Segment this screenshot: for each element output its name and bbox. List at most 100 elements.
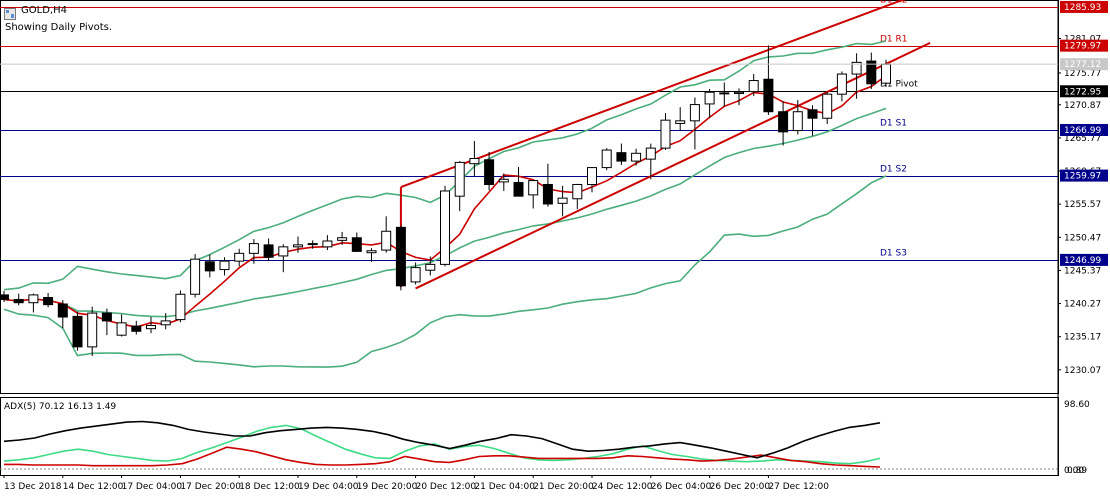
pivot-price-label: 1259.97 <box>1064 172 1101 182</box>
chart-window-icon[interactable] <box>4 5 16 20</box>
candle-body <box>131 325 142 332</box>
candle-body <box>0 294 9 300</box>
time-tick-label: 20 Dec 12:00 <box>416 482 477 492</box>
plus-di-line <box>3 424 881 465</box>
price-tick-label: 1240.27 <box>1064 300 1101 310</box>
price-tick-label: 1265.77 <box>1064 134 1101 144</box>
candle-body <box>734 91 744 95</box>
price-tick-label: 1275.77 <box>1064 69 1101 79</box>
price-plot-border <box>0 0 1059 394</box>
candle-body <box>704 91 715 105</box>
time-tick-label: 21 Dec 04:00 <box>474 482 535 492</box>
candle-body <box>410 267 421 283</box>
candle-body <box>337 237 348 241</box>
pivot-price-tag <box>1060 0 1108 13</box>
candlesticks <box>0 45 891 356</box>
pivot-price-label: 1272.95 <box>1064 87 1101 97</box>
candle-body <box>822 93 833 119</box>
candle-body <box>322 240 333 248</box>
candle-body <box>190 258 201 295</box>
candle-body <box>425 263 436 271</box>
price-tick-label: 1281.07 <box>1064 35 1101 45</box>
pivot-indicator-label: Showing Daily Pivots. <box>5 22 113 33</box>
adx-scale-max: 98.60 <box>1064 400 1090 410</box>
candle-body <box>557 197 568 204</box>
candle-body <box>204 261 215 272</box>
candle-body <box>160 320 171 326</box>
candle-body <box>43 297 54 306</box>
price-tick-label: 1250.47 <box>1064 233 1101 243</box>
chart-symbol-title: GOLD,H4 <box>21 5 67 16</box>
candle-body <box>381 230 392 251</box>
candle-body <box>234 252 245 262</box>
candle-body <box>454 161 465 197</box>
candle-body <box>351 237 362 252</box>
chart-frame <box>0 0 1059 476</box>
minus-di-line <box>4 446 881 468</box>
candle-body <box>293 244 303 248</box>
candle-body <box>175 293 186 321</box>
time-tick-label: 17 Dec 20:00 <box>180 482 241 492</box>
adx-indicator-panel: ADX(5) 70.12 16.13 1.49 98.60 0.000.89 <box>0 400 1090 476</box>
adx-scale-min: 0.00 <box>1064 466 1084 476</box>
pivot-label: D1 S2 <box>880 165 907 175</box>
price-tick-label: 1270.87 <box>1064 101 1101 111</box>
current-price-tag <box>1060 58 1108 71</box>
adx-line <box>3 420 881 459</box>
time-tick-label: 27 Dec 12:00 <box>768 482 829 492</box>
candle-body <box>719 92 730 95</box>
candle-body <box>778 111 789 133</box>
adx-legend: ADX(5) 70.12 16.13 1.49 <box>4 402 116 412</box>
candle-body <box>101 312 112 322</box>
pivot-label: D1 S1 <box>880 119 907 129</box>
candle-body <box>440 190 450 265</box>
candle-body <box>528 180 539 196</box>
current-price-label: 1277.12 <box>1064 60 1101 70</box>
time-tick-label: 13 Dec 2018 <box>4 482 62 492</box>
candle-body <box>366 250 377 254</box>
pivot-label: D1 Pivot <box>880 80 918 90</box>
candle-body <box>498 178 509 183</box>
candle-body <box>72 315 83 348</box>
candle-body <box>395 226 406 287</box>
time-tick-label: 19 Dec 20:00 <box>357 482 418 492</box>
candle-body <box>748 80 759 93</box>
candle-body <box>513 182 524 197</box>
candle-body <box>851 61 862 75</box>
candle-body <box>278 246 289 257</box>
candle-body <box>689 104 700 122</box>
candle-body <box>87 312 98 348</box>
pivot-label: D1 R1 <box>880 35 908 45</box>
pivot-label: D1 S3 <box>880 249 907 259</box>
candle-body <box>675 120 686 124</box>
candle-body <box>307 243 318 246</box>
adx-scale-overlay: 0.89 <box>1067 466 1087 476</box>
time-tick-label: 14 Dec 12:00 <box>63 482 124 492</box>
price-tick-label: 1255.57 <box>1064 200 1101 210</box>
candle-body <box>645 147 656 160</box>
pivot-price-tag <box>1060 253 1108 266</box>
candle-body <box>792 111 803 132</box>
time-tick-label: 26 Dec 04:00 <box>651 482 712 492</box>
price-axis: 1281.071275.771270.871265.771260.671255.… <box>0 0 1108 376</box>
candle-body <box>146 324 156 330</box>
candle-body <box>469 157 480 165</box>
candle-body <box>263 244 274 258</box>
time-tick-label: 18 Dec 12:00 <box>239 482 300 492</box>
price-tick-label: 1230.07 <box>1064 366 1101 376</box>
candle-body <box>57 303 68 318</box>
candle-body <box>116 322 127 336</box>
time-tick-label: 24 Dec 12:00 <box>592 482 653 492</box>
price-tick-label: 1245.37 <box>1064 266 1101 276</box>
candle-body <box>631 152 642 162</box>
time-tick-label: 21 Dec 20:00 <box>533 482 594 492</box>
candle-body <box>616 152 627 162</box>
pivot-price-tag <box>1060 169 1108 182</box>
candle-body <box>836 73 847 95</box>
candle-body <box>28 294 39 304</box>
pivot-price-label: 1246.99 <box>1064 256 1101 266</box>
candle-body <box>572 183 583 200</box>
